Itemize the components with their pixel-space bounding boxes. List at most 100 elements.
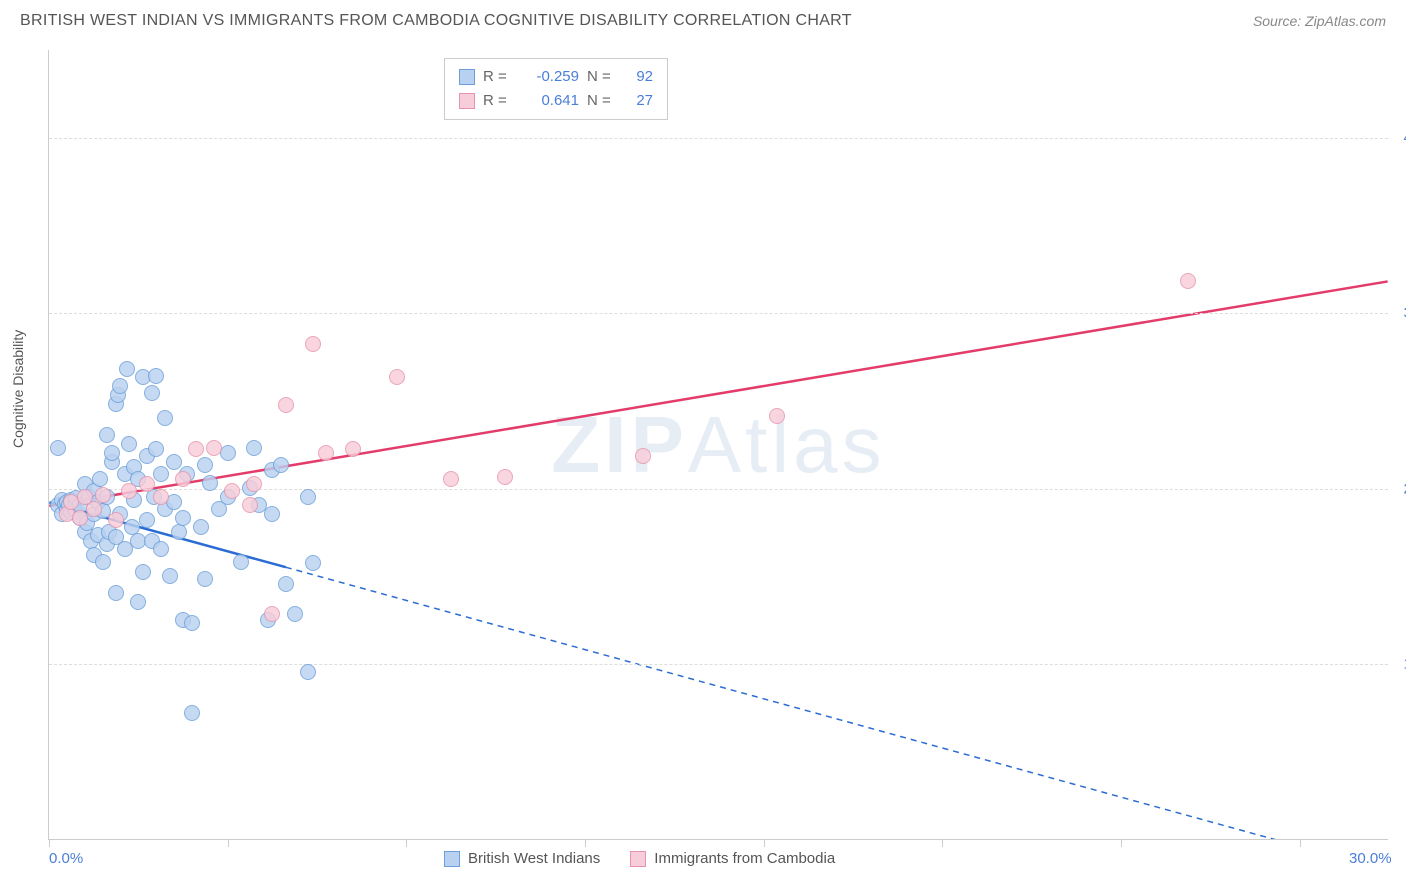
stat-r-label: R =	[483, 65, 511, 89]
scatter-point	[50, 440, 66, 456]
chart-plot-area: ZIPAtlas R = -0.259 N = 92 R = 0.641 N =…	[48, 50, 1388, 840]
scatter-point	[246, 440, 262, 456]
scatter-point	[345, 441, 361, 457]
grid-line	[49, 664, 1388, 665]
scatter-point	[300, 489, 316, 505]
x-tick	[585, 839, 586, 847]
scatter-point	[305, 336, 321, 352]
scatter-point	[153, 541, 169, 557]
scatter-point	[153, 466, 169, 482]
x-tick	[406, 839, 407, 847]
scatter-point	[206, 440, 222, 456]
grid-line	[49, 138, 1388, 139]
swatch-series-1	[459, 93, 475, 109]
scatter-point	[99, 427, 115, 443]
scatter-point	[108, 585, 124, 601]
x-tick-label: 0.0%	[49, 850, 83, 867]
scatter-point	[86, 501, 102, 517]
stat-n-label: N =	[587, 65, 615, 89]
swatch-series-0	[459, 69, 475, 85]
stat-r-1: 0.641	[519, 89, 579, 113]
scatter-point	[139, 512, 155, 528]
scatter-point	[497, 469, 513, 485]
scatter-point	[233, 554, 249, 570]
scatter-point	[153, 489, 169, 505]
legend-swatch-0	[444, 851, 460, 867]
scatter-point	[184, 615, 200, 631]
scatter-point	[278, 397, 294, 413]
scatter-point	[104, 445, 120, 461]
scatter-point	[184, 705, 200, 721]
trend-line-extrapolated	[286, 567, 1388, 839]
chart-title: BRITISH WEST INDIAN VS IMMIGRANTS FROM C…	[20, 12, 852, 30]
scatter-point	[175, 471, 191, 487]
scatter-point	[135, 564, 151, 580]
legend-item-1: Immigrants from Cambodia	[630, 850, 835, 867]
stat-r-0: -0.259	[519, 65, 579, 89]
scatter-point	[224, 483, 240, 499]
scatter-point	[278, 576, 294, 592]
scatter-point	[264, 606, 280, 622]
x-tick	[764, 839, 765, 847]
scatter-point	[389, 369, 405, 385]
stats-row-1: R = 0.641 N = 27	[459, 89, 653, 113]
legend-item-0: British West Indians	[444, 850, 600, 867]
scatter-point	[144, 385, 160, 401]
scatter-point	[188, 441, 204, 457]
legend-swatch-1	[630, 851, 646, 867]
x-tick	[228, 839, 229, 847]
source-label: Source: ZipAtlas.com	[1253, 13, 1386, 29]
scatter-point	[246, 476, 262, 492]
scatter-point	[130, 594, 146, 610]
scatter-point	[162, 568, 178, 584]
stats-row-0: R = -0.259 N = 92	[459, 65, 653, 89]
scatter-point	[242, 497, 258, 513]
scatter-point	[300, 664, 316, 680]
scatter-point	[139, 476, 155, 492]
scatter-point	[1180, 273, 1196, 289]
scatter-point	[108, 512, 124, 528]
stat-n-label: N =	[587, 89, 615, 113]
scatter-point	[197, 457, 213, 473]
scatter-point	[171, 524, 187, 540]
legend-label-0: British West Indians	[468, 850, 600, 867]
x-tick	[1121, 839, 1122, 847]
x-tick	[49, 839, 50, 847]
scatter-point	[197, 571, 213, 587]
stat-n-0: 92	[623, 65, 653, 89]
scatter-point	[443, 471, 459, 487]
scatter-point	[273, 457, 289, 473]
scatter-point	[264, 506, 280, 522]
trend-line	[49, 281, 1387, 505]
stat-r-label: R =	[483, 89, 511, 113]
scatter-point	[148, 441, 164, 457]
grid-line	[49, 313, 1388, 314]
legend-label-1: Immigrants from Cambodia	[654, 850, 835, 867]
scatter-point	[166, 454, 182, 470]
scatter-point	[175, 510, 191, 526]
scatter-point	[769, 408, 785, 424]
scatter-point	[318, 445, 334, 461]
stats-legend-box: R = -0.259 N = 92 R = 0.641 N = 27	[444, 58, 668, 120]
scatter-point	[92, 471, 108, 487]
scatter-point	[157, 410, 173, 426]
scatter-point	[121, 436, 137, 452]
scatter-point	[202, 475, 218, 491]
x-tick-label: 30.0%	[1349, 850, 1392, 867]
scatter-point	[112, 378, 128, 394]
x-tick	[1300, 839, 1301, 847]
scatter-point	[121, 483, 137, 499]
y-axis-title: Cognitive Disability	[10, 330, 26, 448]
scatter-point	[635, 448, 651, 464]
scatter-point	[95, 554, 111, 570]
scatter-point	[287, 606, 303, 622]
x-tick	[942, 839, 943, 847]
scatter-point	[193, 519, 209, 535]
stat-n-1: 27	[623, 89, 653, 113]
scatter-point	[148, 368, 164, 384]
scatter-point	[305, 555, 321, 571]
scatter-point	[95, 487, 111, 503]
scatter-point	[119, 361, 135, 377]
watermark: ZIPAtlas	[551, 399, 885, 491]
legend-bottom: British West Indians Immigrants from Cam…	[444, 850, 835, 867]
